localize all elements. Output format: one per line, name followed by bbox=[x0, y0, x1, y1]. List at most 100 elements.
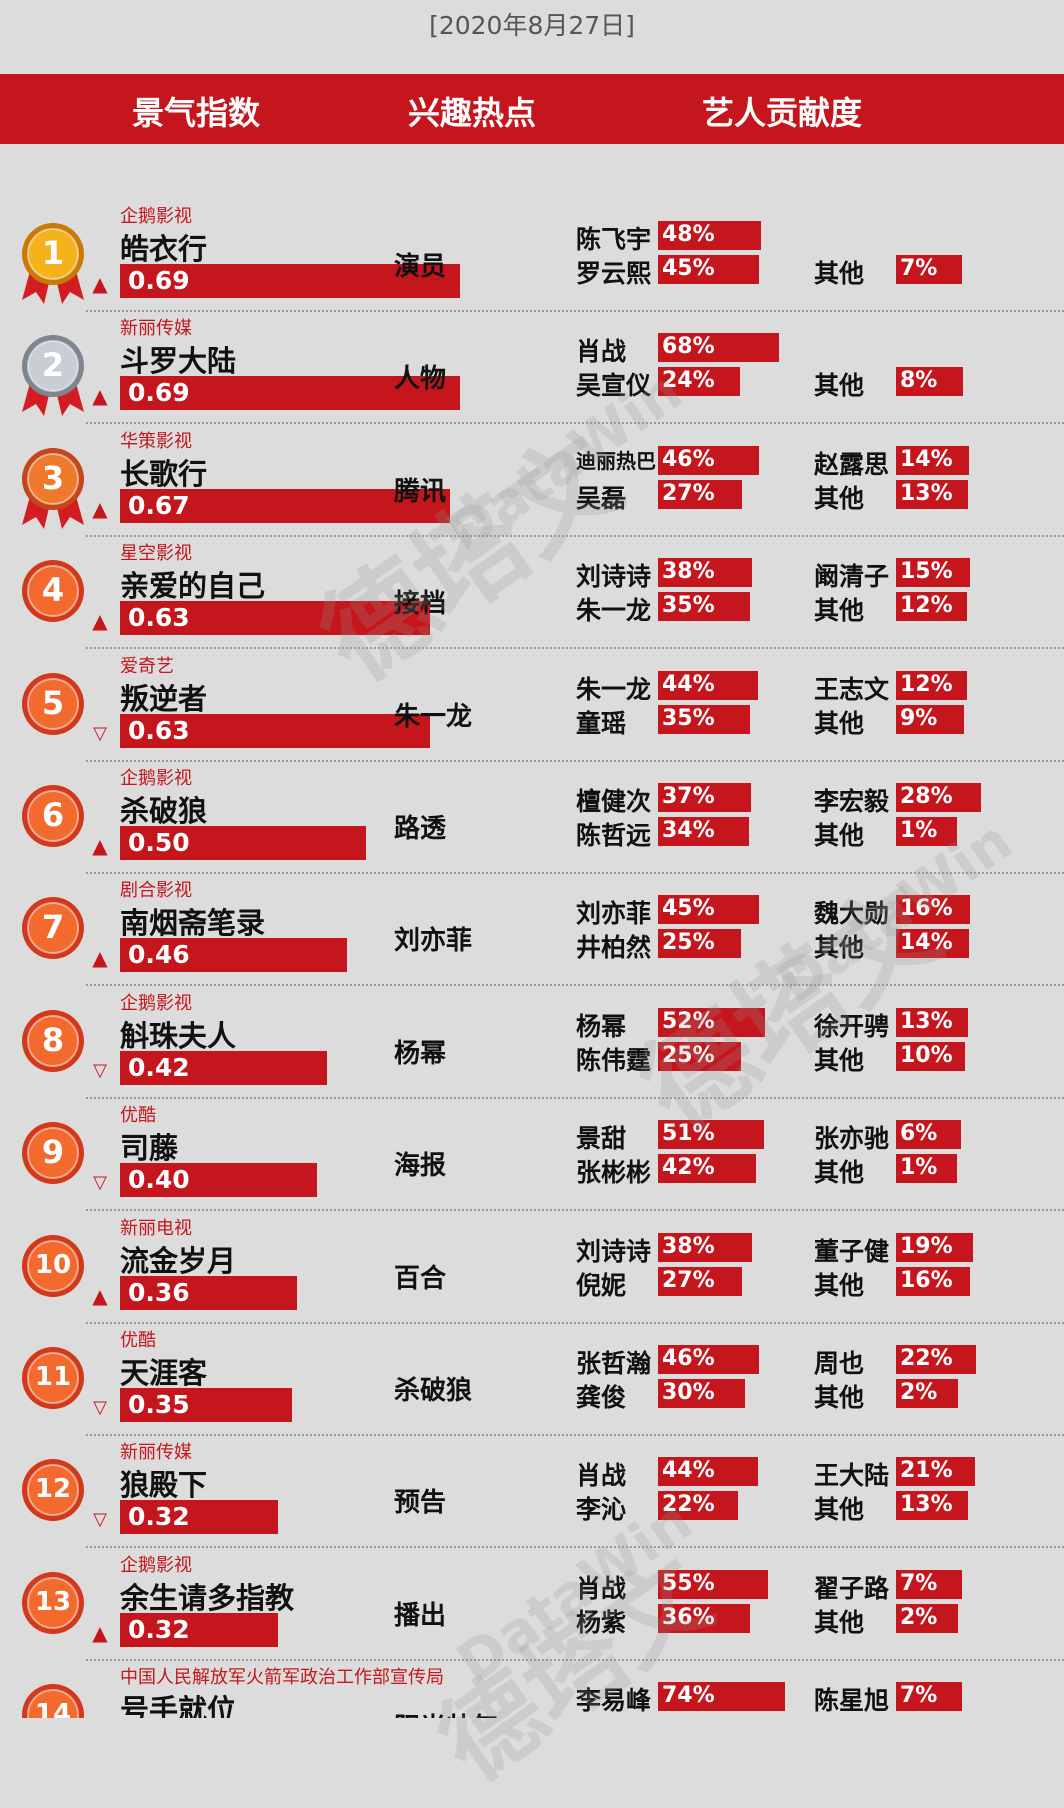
artist-share-bar: 51% bbox=[658, 1120, 764, 1150]
index-value: 0.46 bbox=[128, 940, 190, 970]
row-divider bbox=[86, 647, 1064, 650]
artist-share-value: 7% bbox=[900, 1570, 938, 1596]
header-topic: 兴趣热点 bbox=[408, 94, 537, 132]
trend-up-icon: ▲ bbox=[92, 946, 108, 971]
production-company: 企鹅影视 bbox=[120, 1554, 192, 1576]
artist-name: 董子健 bbox=[814, 1236, 890, 1266]
artist-share-value: 27% bbox=[662, 1267, 715, 1293]
production-company: 优酷 bbox=[120, 1105, 156, 1127]
artist-share-value: 46% bbox=[662, 1346, 715, 1371]
rank-number: 6 bbox=[41, 796, 65, 834]
artist-share-value: 44% bbox=[662, 671, 715, 697]
artist-share-value: 52% bbox=[662, 1008, 715, 1034]
production-company: 新丽传媒 bbox=[120, 1442, 192, 1464]
artist-name: 刘诗诗 bbox=[576, 562, 652, 592]
artist-share-value: 12% bbox=[900, 671, 953, 697]
artist-share-bar: 12% bbox=[896, 670, 967, 700]
artist-share-bar: 13% bbox=[896, 1491, 968, 1521]
artist-share-bar: 37% bbox=[658, 783, 751, 812]
artist-share-value: 38% bbox=[662, 1233, 715, 1259]
artist-share-bar: 27% bbox=[658, 479, 742, 509]
artist-share-bar: 74% bbox=[658, 1682, 785, 1712]
artist-share-bar: 21% bbox=[896, 1457, 975, 1487]
ranking-row: 6 ▲ 企鹅影视 杀破狼 0.50 路透 檀健次 37% 陈哲远 34% 李宏毅 28% 其他 1% bbox=[0, 762, 1064, 874]
rank-medal-icon bbox=[22, 1684, 84, 1718]
production-company: 企鹅影视 bbox=[120, 206, 192, 227]
ranking-row: 12 ▽ 新丽传媒 狼殿下 0.32 预告 肖战 44% 李沁 22% 王大陆 21% 其他 13% bbox=[0, 1436, 1064, 1549]
interest-topic: 杨幂 bbox=[394, 1038, 447, 1069]
artist-share-value: 55% bbox=[662, 1570, 715, 1596]
artist-share-value: 68% bbox=[662, 334, 715, 360]
artist-share-value: 16% bbox=[900, 1267, 953, 1293]
artist-share-bar: 25% bbox=[658, 1041, 741, 1071]
drama-title: 流金岁月 bbox=[120, 1243, 237, 1278]
ranking-row: 9 ▽ 优酷 司藤 0.40 海报 景甜 51% 张彬彬 42% 张亦驰 6% 其他 1% bbox=[0, 1099, 1064, 1212]
production-company: 优酷 bbox=[120, 1330, 156, 1351]
rank-number: 2 bbox=[41, 346, 65, 385]
artist-share-bar: 46% bbox=[658, 445, 759, 475]
artist-name: 杨紫 bbox=[576, 1607, 627, 1637]
artist-share-value: 46% bbox=[662, 446, 715, 472]
index-value: 0.63 bbox=[128, 715, 190, 745]
drama-title: 长歌行 bbox=[120, 456, 208, 491]
artist-name: 吴磊 bbox=[576, 483, 627, 513]
index-value: 0.35 bbox=[128, 1390, 190, 1419]
index-bar: 0.63 bbox=[120, 601, 430, 636]
artist-name: 肖战 bbox=[576, 1573, 627, 1603]
rank-medal-icon bbox=[22, 672, 84, 735]
artist-name: 倪妮 bbox=[576, 1270, 627, 1300]
production-company: 新丽电视 bbox=[120, 1217, 192, 1239]
artist-share-bar: 9% bbox=[896, 704, 964, 734]
artist-share-bar: 36% bbox=[658, 1603, 750, 1633]
artist-name: 王志文 bbox=[814, 674, 890, 704]
ranking-row: 5 ▽ 爱奇艺 叛逆者 0.63 朱一龙 朱一龙 44% 童瑶 35% 王志文 12% 其他 9% bbox=[0, 650, 1064, 762]
artist-name: 陈哲远 bbox=[576, 821, 652, 850]
artist-share-bar: 55% bbox=[658, 1569, 768, 1599]
artist-share-value: 37% bbox=[662, 784, 715, 809]
artist-name: 阚清子 bbox=[814, 562, 890, 592]
artist-share-bar: 1% bbox=[896, 817, 957, 846]
index-bar: 0.42 bbox=[120, 1050, 327, 1085]
artist-name: 其他 bbox=[814, 596, 865, 626]
rank-medal-icon bbox=[22, 223, 84, 304]
artist-name: 其他 bbox=[814, 708, 865, 738]
trend-up-icon: ▲ bbox=[92, 496, 108, 521]
index-bar: 0.32 bbox=[120, 1500, 278, 1535]
drama-title: 号手就位 bbox=[120, 1693, 237, 1718]
artist-share-bar: 13% bbox=[896, 1007, 968, 1037]
artist-share-bar: 68% bbox=[658, 333, 779, 363]
rank-medal-icon bbox=[22, 1234, 84, 1297]
artist-share-bar: 52% bbox=[658, 1007, 765, 1037]
rank-medal-icon bbox=[22, 560, 84, 623]
artist-share-bar: 46% bbox=[658, 1345, 759, 1374]
artist-share-bar: 12% bbox=[896, 592, 967, 622]
index-value: 0.42 bbox=[128, 1052, 190, 1082]
artist-share-bar: 34% bbox=[658, 817, 749, 846]
artist-name: 井柏然 bbox=[576, 933, 652, 963]
ranking-row: 10 ▲ 新丽电视 流金岁月 0.36 百合 刘诗诗 38% 倪妮 27% 董子健 19% 其他 16% bbox=[0, 1212, 1064, 1324]
artist-share-value: 35% bbox=[662, 593, 715, 619]
artist-share-value: 13% bbox=[900, 1008, 953, 1034]
interest-topic: 演员 bbox=[394, 252, 447, 282]
artist-share-value: 34% bbox=[662, 818, 715, 843]
artist-share-value: 36% bbox=[662, 1604, 715, 1630]
artist-share-value: 7% bbox=[900, 1683, 938, 1709]
artist-name: 其他 bbox=[814, 1270, 865, 1300]
report-date: [2020年8月27日] bbox=[429, 11, 635, 40]
index-bar: 0.67 bbox=[120, 488, 450, 523]
ranking-row: 4 ▲ 星空影视 亲爱的自己 0.63 接档 刘诗诗 38% 朱一龙 35% 阚清子 15% 其他 12% bbox=[0, 537, 1064, 650]
row-divider bbox=[86, 310, 1064, 312]
row-divider bbox=[86, 759, 1064, 762]
trend-up-icon: ▲ bbox=[92, 1620, 108, 1645]
header-artist: 艺人贡献度 bbox=[702, 94, 863, 132]
artist-name: 朱一龙 bbox=[576, 596, 652, 626]
rank-medal-icon bbox=[22, 1459, 84, 1522]
interest-topic: 路透 bbox=[394, 814, 447, 844]
artist-share-bar: 27% bbox=[658, 1266, 742, 1296]
artist-share-bar: 10% bbox=[896, 1041, 965, 1071]
artist-name: 吴宣仪 bbox=[576, 371, 652, 401]
artist-name: 其他 bbox=[814, 1607, 865, 1637]
artist-share-bar: 15% bbox=[896, 558, 970, 588]
drama-title: 斗罗大陆 bbox=[120, 344, 237, 379]
rank-medal-icon bbox=[22, 1347, 84, 1409]
